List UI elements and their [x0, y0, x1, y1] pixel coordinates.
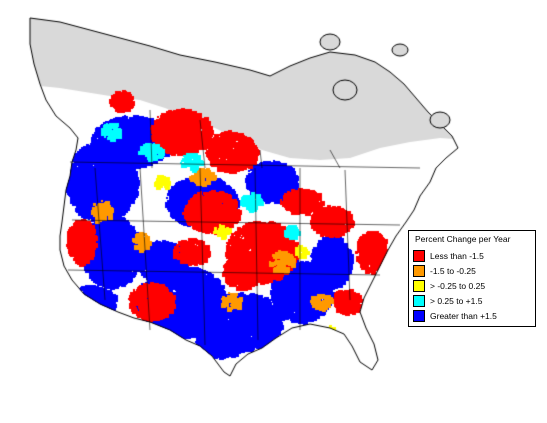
legend-label: > -0.25 to 0.25: [430, 280, 486, 291]
legend-item-increase: > 0.25 to +1.5: [413, 293, 531, 308]
legend-swatch: [413, 294, 425, 307]
legend-swatch: [413, 309, 425, 322]
legend-swatch: [413, 279, 425, 292]
legend-title: Percent Change per Year: [415, 234, 511, 244]
legend-swatch: [413, 249, 425, 262]
legend-label: Less than -1.5: [430, 250, 484, 261]
legend-label: > 0.25 to +1.5: [430, 295, 483, 306]
legend-label: -1.5 to -0.25: [430, 265, 476, 276]
legend-item-decrease: -1.5 to -0.25: [413, 263, 531, 278]
legend-item-decrease-strong: Less than -1.5: [413, 248, 531, 263]
map-legend: Percent Change per Year Less than -1.5 -…: [408, 230, 536, 327]
legend-item-stable: > -0.25 to 0.25: [413, 278, 531, 293]
legend-swatch: [413, 264, 425, 277]
legend-item-increase-strong: Greater than +1.5: [413, 308, 531, 323]
legend-label: Greater than +1.5: [430, 310, 497, 321]
